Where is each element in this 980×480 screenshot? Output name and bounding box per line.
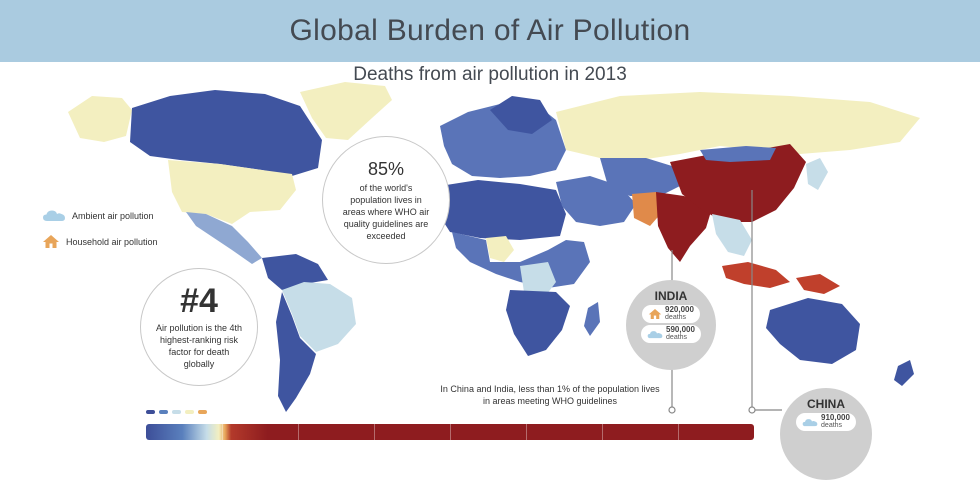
house-icon xyxy=(43,235,59,248)
stat-85-value: 85% xyxy=(367,158,405,179)
china-ambient-row: 910,000 deaths xyxy=(796,413,856,431)
india-badge: INDIA 920,000 deaths 590,000 deaths xyxy=(626,280,716,370)
legend-household: Household air pollution xyxy=(42,234,158,249)
india-household-deaths: 920,000 xyxy=(665,305,694,314)
region-mongolia xyxy=(700,146,776,162)
china-name: CHINA xyxy=(807,397,845,411)
mini-swatch-orange xyxy=(198,410,207,414)
cloud-icon xyxy=(43,210,65,221)
region-alaska xyxy=(68,96,132,142)
region-canada xyxy=(130,90,322,176)
region-southern-cone xyxy=(276,292,316,412)
china-badge: CHINA 910,000 deaths xyxy=(780,388,872,480)
mini-swatch-mid-blue xyxy=(159,410,168,414)
cloud-icon xyxy=(802,418,818,426)
india-callout-dot xyxy=(668,406,676,414)
region-southern-africa xyxy=(506,290,570,356)
china-ambient-deaths: 910,000 xyxy=(821,413,850,422)
china-callout-line xyxy=(751,190,782,411)
region-brazil xyxy=(282,282,356,352)
region-japan xyxy=(806,158,828,190)
region-southeast-asia xyxy=(712,214,752,256)
mini-color-scale xyxy=(146,410,207,414)
india-ambient-row: 590,000 deaths xyxy=(641,325,701,343)
stat-4-bubble: #4 Air pollution is the 4th highest-rank… xyxy=(140,268,258,386)
region-mexico xyxy=(186,212,262,264)
region-australia xyxy=(766,298,860,364)
region-new-zealand xyxy=(894,360,914,386)
legend-household-label: Household air pollution xyxy=(66,236,158,247)
house-icon xyxy=(648,308,662,320)
china-ambient-unit: deaths xyxy=(821,422,843,429)
cloud-icon xyxy=(647,330,663,338)
scale-tick xyxy=(374,424,375,440)
region-pakistan xyxy=(632,192,664,226)
legend-ambient: Ambient air pollution xyxy=(42,209,154,222)
stat-4-value: #4 xyxy=(180,282,218,320)
scale-tick xyxy=(678,424,679,440)
scale-tick xyxy=(602,424,603,440)
region-madagascar xyxy=(584,302,600,336)
legend-ambient-label: Ambient air pollution xyxy=(72,210,154,221)
page-title: Global Burden of Air Pollution xyxy=(289,14,691,47)
india-household-row: 920,000 deaths xyxy=(642,305,700,323)
stat-85-bubble: 85% of the world's population lives in a… xyxy=(322,136,450,264)
color-scale-bar xyxy=(146,424,754,440)
region-greenland xyxy=(300,82,392,140)
region-north-africa xyxy=(436,180,566,240)
world-choropleth-map xyxy=(68,82,920,414)
india-household-unit: deaths xyxy=(665,314,687,321)
china-india-note: In China and India, less than 1% of the … xyxy=(440,384,660,406)
china-callout-dot xyxy=(748,406,756,414)
region-russia xyxy=(556,92,920,160)
region-indonesia-east xyxy=(796,274,840,294)
region-usa xyxy=(168,160,296,224)
india-name: INDIA xyxy=(654,289,688,303)
scale-tick xyxy=(526,424,527,440)
scale-tick xyxy=(298,424,299,440)
scale-tick xyxy=(450,424,451,440)
stat-85-text: of the world's population lives in areas… xyxy=(342,182,430,241)
region-central-africa xyxy=(452,232,590,288)
stat-4-text: Air pollution is the 4th highest-ranking… xyxy=(155,323,243,369)
mini-swatch-yellow xyxy=(185,410,194,414)
scale-tick xyxy=(222,424,223,440)
region-india xyxy=(656,192,712,262)
india-ambient-unit: deaths xyxy=(666,334,688,341)
region-nigeria xyxy=(486,236,514,262)
region-drc xyxy=(520,262,556,298)
india-ambient-deaths: 590,000 xyxy=(666,325,695,334)
mini-swatch-dark-blue xyxy=(146,410,155,414)
map-subtitle: Deaths from air pollution in 2013 xyxy=(353,64,627,85)
region-scandinavia xyxy=(490,96,552,134)
mini-swatch-light-blue xyxy=(172,410,181,414)
region-china xyxy=(670,144,806,222)
region-south-america-north xyxy=(262,254,328,290)
region-central-asia xyxy=(600,158,680,196)
region-indonesia xyxy=(722,262,790,288)
title-banner: Global Burden of Air Pollution xyxy=(0,0,980,62)
